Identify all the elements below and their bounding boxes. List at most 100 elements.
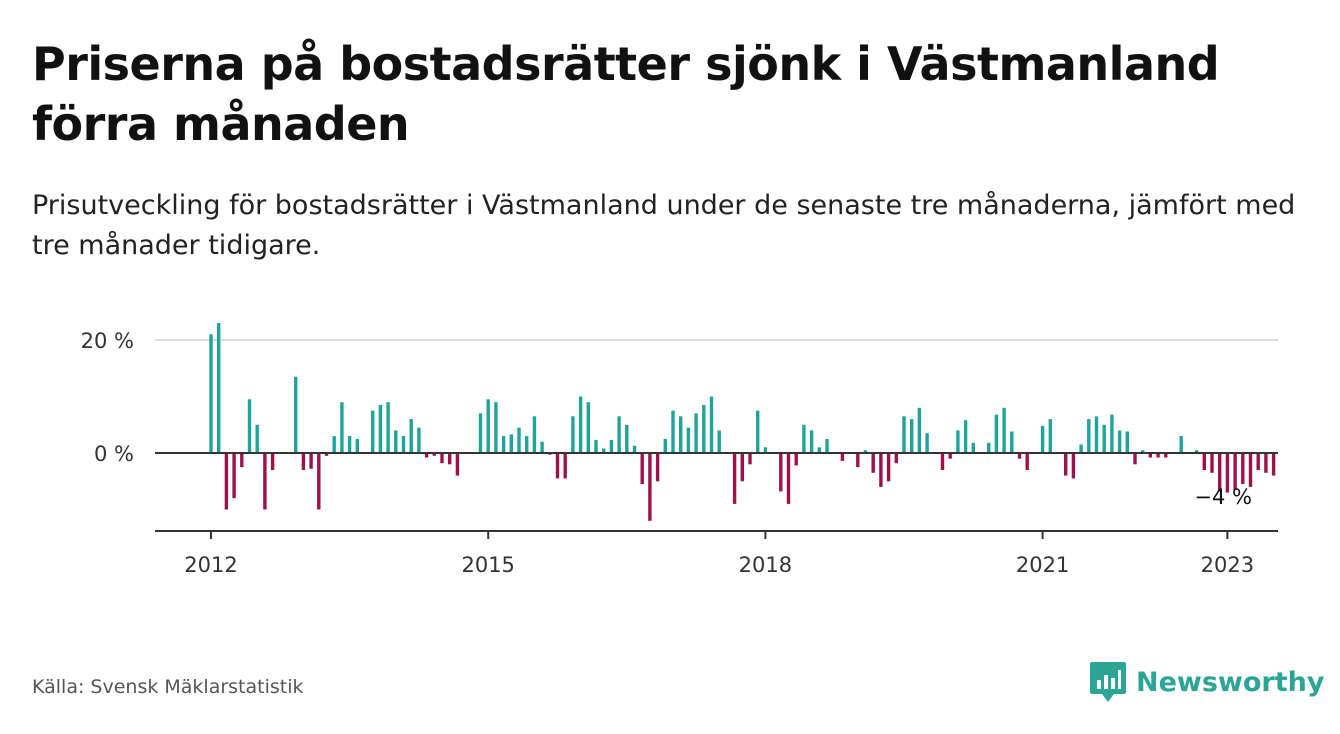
bar: [602, 448, 606, 453]
bar: [1164, 453, 1168, 458]
bar: [648, 453, 652, 521]
bar: [756, 410, 760, 453]
bar: [1048, 419, 1052, 453]
y-tick-label-0: 0 %: [94, 442, 134, 466]
bar: [294, 376, 298, 453]
bar: [1233, 453, 1237, 490]
bar: [732, 453, 737, 504]
bar: [309, 453, 313, 469]
bar: [987, 442, 991, 453]
bar: [825, 438, 829, 453]
bar: [948, 453, 952, 459]
bar: [209, 334, 213, 453]
last-value-annotation: −4 %: [1194, 485, 1252, 509]
bar: [740, 453, 744, 482]
bar: [1256, 453, 1260, 470]
bar: [748, 453, 752, 465]
bar: [1179, 436, 1183, 454]
bar: [424, 453, 429, 458]
x-tick-label: 2015: [461, 553, 514, 577]
bar: [809, 430, 814, 453]
source-note: Källa: Svensk Mäklarstatistik: [32, 676, 304, 698]
bar: [617, 416, 621, 453]
bar: [1194, 450, 1199, 453]
bar: [663, 438, 667, 453]
bar: [270, 453, 275, 470]
bar: [902, 416, 906, 453]
bar: [371, 410, 375, 453]
bar: [856, 453, 860, 468]
bar: [956, 430, 960, 453]
bar: [702, 405, 706, 453]
bar: [879, 453, 883, 487]
bar: [1241, 453, 1245, 485]
bar: [340, 402, 344, 454]
bar: [525, 436, 529, 454]
bar: [263, 453, 267, 510]
x-tick-label: 2021: [1016, 553, 1069, 577]
bar: [971, 442, 975, 453]
bar: [394, 430, 398, 453]
brand-name: Newsworthy: [1136, 666, 1325, 698]
bar: [917, 407, 922, 453]
bar: [1102, 424, 1106, 454]
bar: [894, 453, 898, 464]
bar: [1271, 453, 1276, 476]
bar: [432, 453, 436, 456]
bar: [532, 416, 537, 453]
bar: [494, 402, 498, 454]
bar: [232, 453, 236, 499]
newsworthy-logo: Newsworthy: [1088, 660, 1324, 704]
bar: [448, 453, 452, 465]
bar: [378, 405, 383, 453]
bar: [817, 447, 821, 453]
x-tick-label: 2023: [1201, 553, 1254, 577]
bar: [763, 447, 768, 453]
bar: [540, 441, 544, 453]
bar: [401, 436, 406, 454]
bar: [671, 410, 675, 453]
bar: [409, 419, 413, 453]
bar: [840, 453, 845, 461]
bar: [1156, 453, 1160, 458]
chart-subtitle: Prisutveckling för bostadsrätter i Västm…: [32, 190, 1296, 261]
bar: [240, 453, 244, 468]
bar: [1094, 416, 1099, 453]
bar: [709, 396, 714, 453]
bar: [963, 420, 968, 453]
bar: [863, 450, 868, 453]
bar: [586, 402, 590, 454]
bar: [1010, 431, 1014, 453]
bar: [779, 453, 783, 492]
bar: [871, 453, 875, 473]
bar: [1040, 425, 1045, 453]
bar: [717, 430, 721, 453]
bar: [478, 413, 483, 453]
bar: [301, 453, 306, 470]
bar: [355, 438, 359, 453]
bar: [625, 424, 629, 454]
bar: [563, 453, 567, 479]
bar: [317, 453, 321, 510]
bar: [694, 413, 698, 453]
bar: [455, 453, 460, 476]
bar: [555, 453, 560, 479]
bar: [501, 436, 506, 454]
bar: [486, 399, 490, 453]
bar: [1002, 407, 1006, 453]
x-tick-label: 2012: [184, 553, 237, 577]
x-ticks-group: 2012 2015 2018 2021 2023: [184, 531, 1254, 577]
bar: [802, 424, 806, 454]
bar: [940, 453, 945, 470]
bar: [578, 396, 583, 453]
bar: [1210, 453, 1214, 473]
bar: [686, 427, 691, 453]
bar: [386, 402, 390, 454]
bar: [1248, 453, 1253, 487]
bar: [255, 424, 259, 454]
bar: [1017, 453, 1022, 459]
bar: [632, 445, 637, 453]
bar: [1125, 431, 1129, 453]
bar: [1071, 453, 1076, 479]
bar: [217, 323, 221, 453]
